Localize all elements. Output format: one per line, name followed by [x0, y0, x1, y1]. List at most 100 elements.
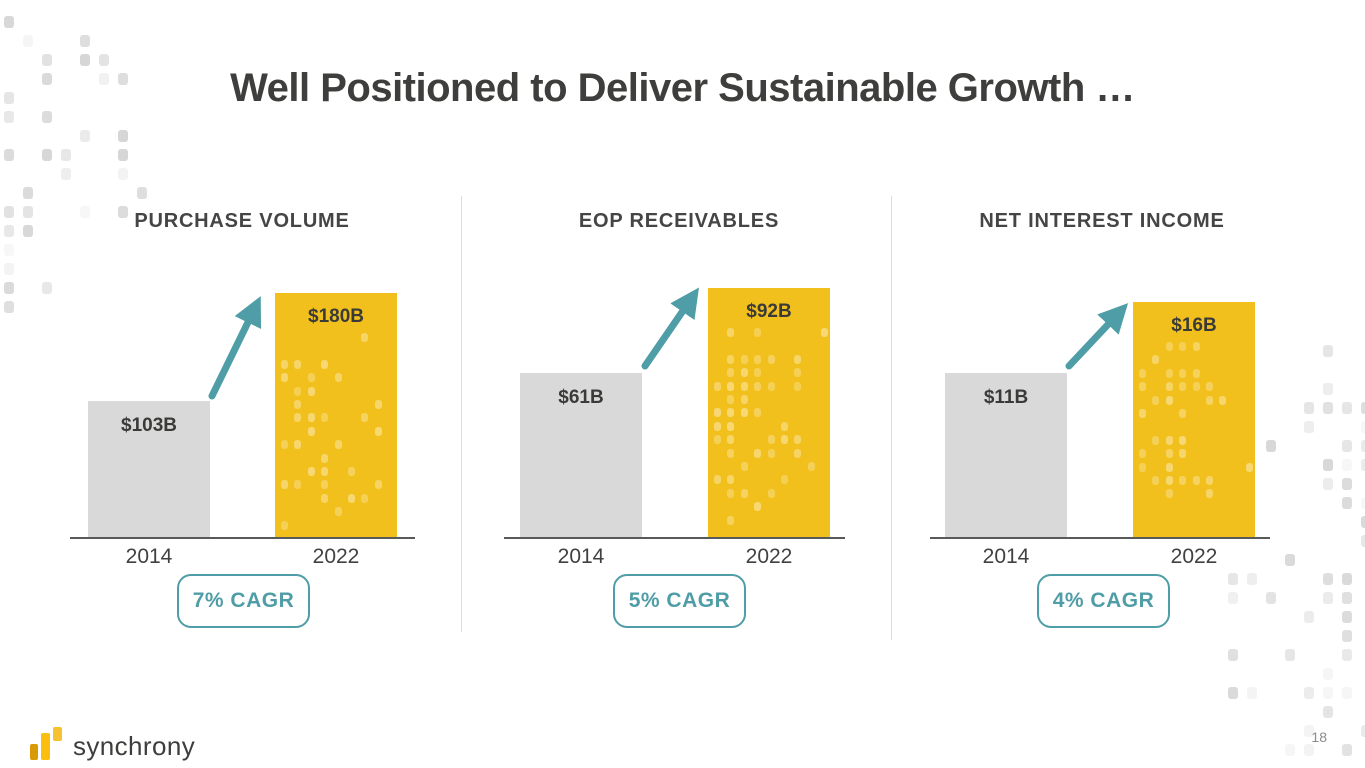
pixel-square [80, 35, 90, 47]
pixel-square [334, 440, 342, 450]
pixel-square [1361, 725, 1365, 737]
pixel-square [714, 381, 721, 391]
chart-title: PURCHASE VOLUME [134, 210, 350, 232]
year-label: 2022 [312, 545, 360, 568]
pixel-square [1361, 516, 1365, 528]
bar-texture [708, 288, 830, 538]
pixel-square [1228, 687, 1238, 699]
pixel-square [821, 328, 829, 337]
pixel-square [1179, 382, 1187, 392]
pixel-square [294, 400, 302, 409]
pixel-square [1342, 440, 1352, 452]
pixel-square [1304, 687, 1314, 699]
pixel-square [1228, 649, 1238, 661]
pixel-square [1304, 744, 1314, 756]
pixel-square [1179, 409, 1187, 418]
pixel-square [4, 16, 14, 28]
pixel-square [754, 448, 762, 458]
pixel-square [714, 408, 721, 418]
pixel-square [1165, 382, 1173, 392]
logo-bar [30, 744, 38, 760]
pixel-square [42, 149, 52, 161]
pixel-square [1152, 395, 1160, 405]
pixel-square [1139, 382, 1146, 392]
bar-2022: $16B [1133, 302, 1255, 538]
pixel-square [1342, 497, 1352, 509]
pixel-square [23, 35, 33, 47]
logo-mark-icon [30, 724, 66, 760]
pixel-square [1206, 395, 1213, 405]
pixel-square [1139, 409, 1146, 418]
pixel-square [1228, 592, 1238, 604]
pixel-square [767, 448, 775, 458]
pixel-square [794, 354, 802, 364]
cagr-label: 5% CAGR [628, 589, 731, 612]
pixel-square [361, 333, 369, 342]
pixel-square [1361, 497, 1365, 509]
bar-texture [275, 293, 397, 538]
x-axis [504, 537, 845, 539]
pixel-square [1165, 449, 1173, 459]
pixel-square [727, 381, 735, 391]
pixel-square [1304, 611, 1314, 623]
pixel-square [294, 386, 302, 396]
pixel-square [727, 354, 735, 364]
pixel-square [727, 475, 735, 485]
pixel-square [740, 368, 748, 378]
cagr-badge: 4% CAGR [1037, 574, 1170, 628]
pixel-square [794, 381, 802, 391]
pixel-square [1323, 668, 1333, 680]
logo-bar [41, 733, 50, 760]
pixel-square [1342, 573, 1352, 585]
pixel-square [1304, 402, 1314, 414]
year-label: 2022 [1170, 545, 1218, 568]
cagr-badge: 5% CAGR [613, 574, 746, 628]
bar-value-label: $103B [121, 415, 177, 436]
pixel-square [1139, 462, 1146, 472]
pixel-square [1228, 573, 1238, 585]
pixel-square [727, 448, 735, 458]
pixel-square [361, 493, 369, 503]
pixel-square [348, 467, 355, 476]
x-axis [930, 537, 1270, 539]
pixel-square [1266, 440, 1276, 452]
year-label: 2014 [557, 545, 605, 568]
pixel-square [807, 462, 815, 471]
pixel-square [1192, 476, 1200, 485]
pixel-square [1152, 355, 1160, 365]
bar-value-label: $11B [983, 387, 1029, 408]
pixel-square [1247, 687, 1257, 699]
bar-2014: $103B [88, 401, 210, 538]
bar-2014: $61B [520, 373, 642, 538]
pixel-square [23, 206, 33, 218]
page-number: 18 [1311, 729, 1327, 745]
pixel-square [754, 408, 762, 418]
bar-texture [1133, 302, 1255, 538]
year-label: 2022 [745, 545, 793, 568]
pixel-square [1165, 476, 1173, 485]
pixel-square [727, 408, 735, 418]
pixel-square [754, 502, 762, 512]
pixel-square [1323, 345, 1333, 357]
pixel-square [321, 493, 329, 503]
pixel-square [1361, 440, 1365, 452]
growth-arrow-icon [1065, 303, 1129, 370]
pixel-square [1179, 476, 1187, 485]
year-label: 2014 [982, 545, 1030, 568]
pixel-square [1165, 489, 1173, 499]
bar-value-label: $180B [308, 306, 364, 327]
pixel-square [281, 520, 288, 530]
pixel-square [1285, 744, 1295, 756]
pixel-square [1323, 478, 1333, 490]
pixel-square [281, 359, 288, 369]
pixel-square [281, 480, 288, 490]
pixel-square [1139, 368, 1146, 378]
pixel-square [294, 440, 302, 450]
pixel-square [321, 453, 329, 463]
pixel-square [374, 480, 382, 490]
pixel-square [767, 354, 775, 364]
pixel-square [1266, 592, 1276, 604]
pixel-square [361, 413, 369, 423]
pixel-square [740, 354, 748, 364]
pixel-square [1342, 459, 1352, 471]
